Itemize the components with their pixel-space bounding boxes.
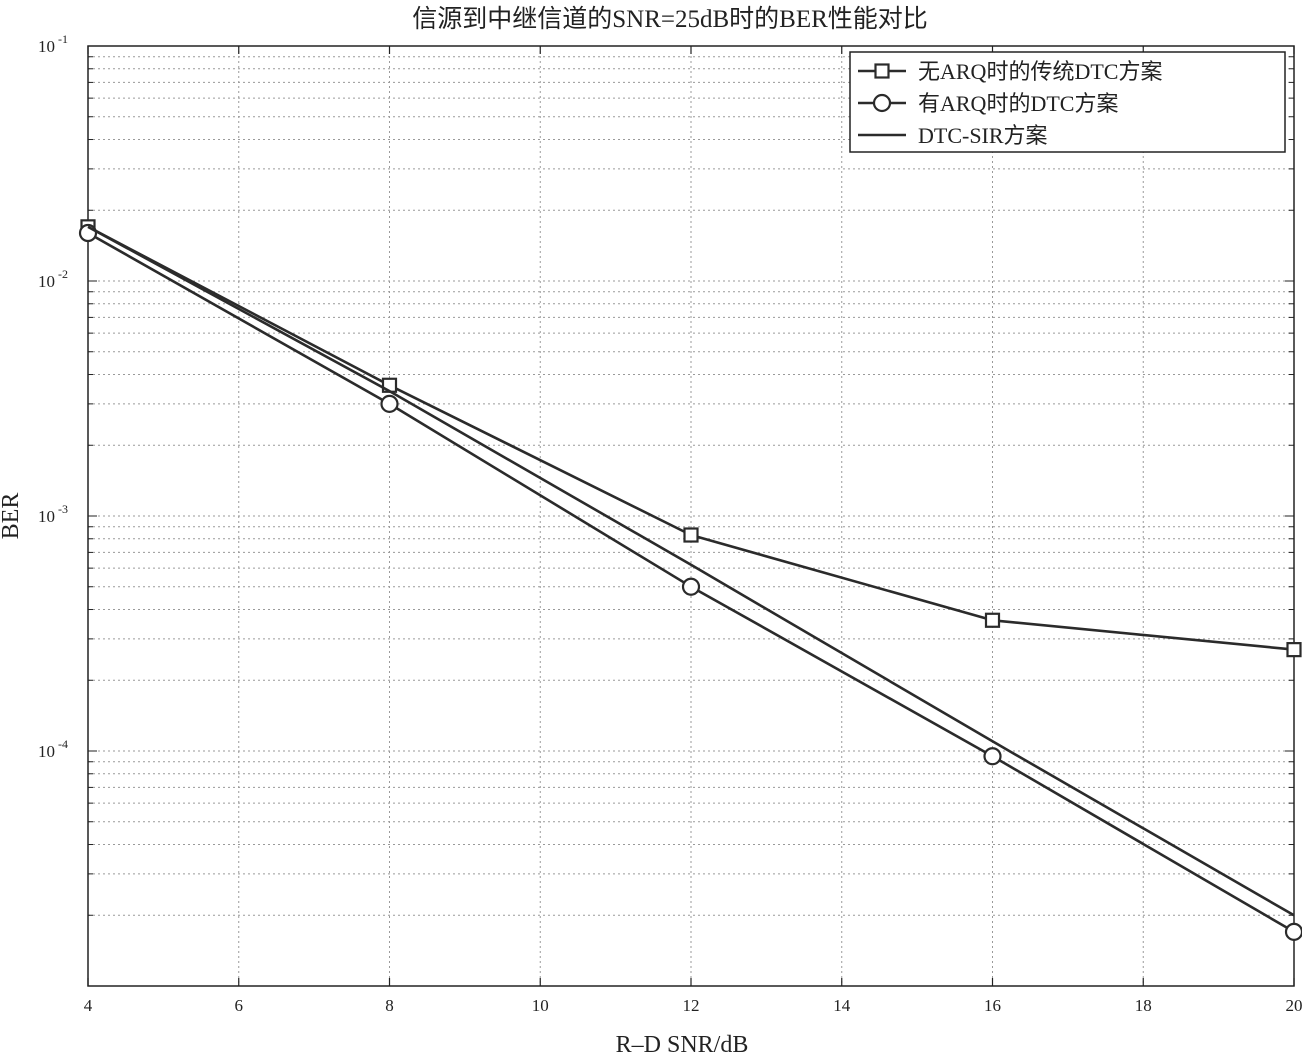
circle-marker bbox=[983, 747, 1002, 766]
series-line bbox=[87, 225, 1295, 917]
x-tick-label: 18 bbox=[1135, 996, 1152, 1015]
square-marker bbox=[1286, 642, 1302, 658]
y-tick-labels: 10-110-210-310-4 bbox=[38, 32, 68, 761]
y-tick-base: 10 bbox=[38, 37, 55, 56]
y-tick-exponent: -4 bbox=[58, 737, 68, 751]
x-tick-label: 4 bbox=[84, 996, 93, 1015]
y-tick-base: 10 bbox=[38, 272, 55, 291]
y-tick-label: 10 -1 bbox=[38, 32, 68, 56]
legend-label: DTC-SIR方案 bbox=[918, 123, 1048, 148]
legend-box bbox=[849, 51, 1286, 153]
axis-ticks bbox=[87, 46, 1295, 987]
x-axis-label: R–D SNR/dB bbox=[616, 1032, 749, 1055]
legend-entry-2: 有ARQ时的DTC方案 bbox=[858, 91, 1118, 116]
legend-entry-3: DTC-SIR方案 bbox=[858, 123, 1048, 148]
x-tick-labels: 4 6 8 10 12 14 16 18 20 bbox=[84, 996, 1302, 1015]
series-3 bbox=[87, 225, 1295, 917]
y-tick-base: 10 bbox=[38, 742, 55, 761]
y-tick-label: 10 -3 bbox=[38, 502, 68, 526]
legend-label: 有ARQ时的DTC方案 bbox=[918, 91, 1118, 116]
x-tick-label: 8 bbox=[385, 996, 394, 1015]
x-tick-label: 20 bbox=[1286, 996, 1302, 1015]
legend-label: 无ARQ时的传统DTC方案 bbox=[918, 59, 1162, 84]
square-marker bbox=[984, 612, 1001, 628]
x-tick-label: 12 bbox=[683, 996, 700, 1015]
y-tick-exponent: -3 bbox=[58, 502, 68, 516]
y-tick-label: 10 -2 bbox=[38, 267, 68, 291]
x-tick-label: 10 bbox=[532, 996, 549, 1015]
x-tick-label: 6 bbox=[235, 996, 244, 1015]
legend-entry-1: 无ARQ时的传统DTC方案 bbox=[858, 59, 1162, 84]
x-tick-label: 14 bbox=[833, 996, 851, 1015]
circle-marker bbox=[872, 93, 892, 113]
y-tick-base: 10 bbox=[38, 507, 55, 526]
series-group bbox=[78, 219, 1302, 941]
square-marker bbox=[683, 527, 699, 543]
circle-marker bbox=[681, 577, 701, 596]
square-marker bbox=[874, 63, 890, 79]
chart-title: 信源到中继信道的SNR=25dB时的BER性能对比 bbox=[412, 5, 928, 33]
circle-marker bbox=[380, 394, 399, 413]
circle-marker bbox=[1284, 922, 1302, 941]
y-tick-exponent: -1 bbox=[58, 32, 68, 46]
y-tick-label: 10 -4 bbox=[38, 737, 68, 761]
y-tick-exponent: -2 bbox=[58, 267, 68, 281]
x-tick-label: 16 bbox=[984, 996, 1001, 1015]
series-2 bbox=[78, 223, 1302, 941]
y-axis-label: BER bbox=[0, 493, 24, 540]
